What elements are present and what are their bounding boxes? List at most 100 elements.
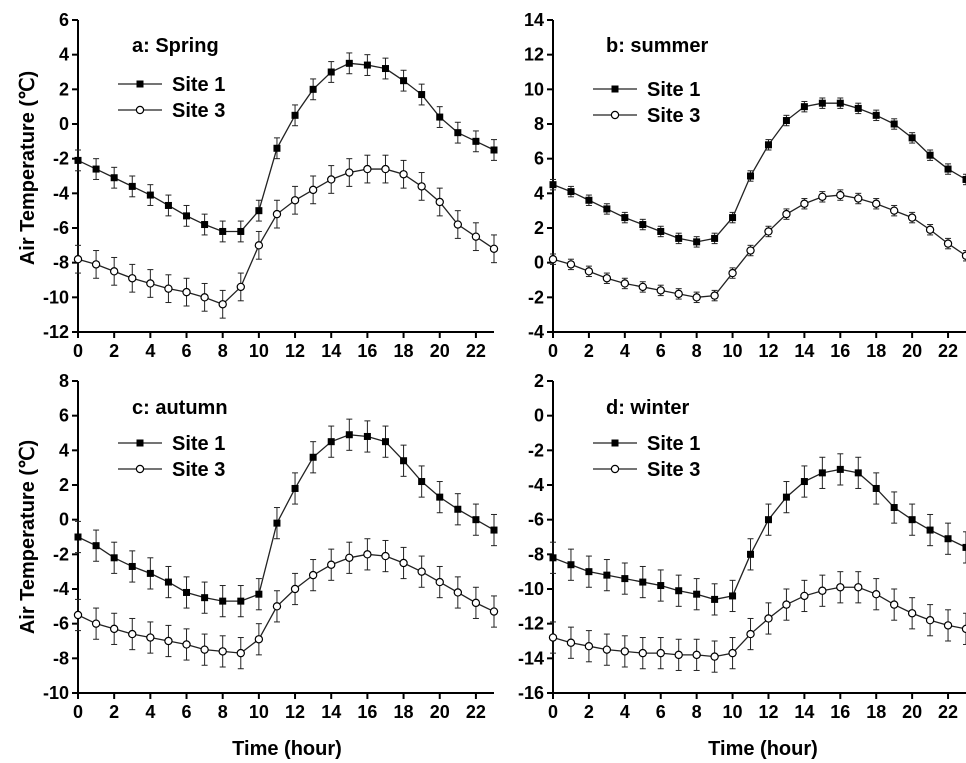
data-point [764, 516, 772, 524]
data-point [675, 234, 683, 242]
data-point [255, 590, 263, 598]
y-tick-label: 0 [59, 510, 69, 530]
y-axis-label-bottom: Air Temperature (℃) [17, 440, 39, 634]
data-point [764, 227, 773, 236]
data-point [290, 196, 300, 205]
data-point [272, 602, 282, 611]
data-point [381, 551, 390, 561]
data-point [854, 583, 863, 592]
series-site-1 [549, 97, 966, 248]
data-point [489, 607, 499, 616]
data-point [363, 61, 371, 69]
data-point [219, 597, 227, 605]
y-tick-label: -12 [43, 322, 69, 342]
data-point [400, 457, 408, 465]
data-point [818, 469, 826, 477]
data-point [272, 209, 282, 219]
data-point [603, 205, 611, 213]
data-point [693, 590, 701, 598]
data-point [620, 647, 630, 656]
data-point [908, 516, 916, 524]
series-site-3 [73, 154, 499, 319]
data-point [729, 592, 737, 600]
x-tick-label: 22 [938, 341, 958, 361]
data-point [146, 191, 154, 199]
data-point [872, 111, 880, 119]
data-point [603, 571, 611, 579]
series-site-3 [548, 189, 966, 304]
data-point [638, 282, 647, 292]
series-line [77, 62, 495, 233]
data-point [291, 111, 299, 119]
data-point [711, 234, 719, 242]
y-tick-label: 0 [59, 114, 69, 134]
x-tick-label: 4 [620, 702, 630, 722]
data-point [381, 164, 390, 174]
y-tick-label: 12 [524, 45, 544, 65]
data-point [692, 650, 701, 660]
data-point [291, 484, 299, 492]
data-point [908, 134, 916, 142]
data-point [728, 268, 737, 278]
data-point [566, 260, 576, 269]
data-point [471, 232, 481, 241]
data-point [566, 638, 576, 647]
data-point [962, 175, 966, 183]
data-point [836, 465, 844, 473]
data-point [110, 554, 118, 562]
data-point [237, 227, 245, 235]
data-point [309, 453, 317, 461]
x-tick-label: 12 [285, 702, 305, 722]
data-point [309, 85, 317, 93]
data-point [836, 99, 844, 107]
y-tick-label: -16 [518, 683, 544, 703]
chart-panel-2: -4 -2 0 2 4 6 8 10 12 14 0 2 4 6 8 10 12 14 16 18 20 22 b: sum… [524, 10, 966, 361]
y-tick-label: -2 [53, 149, 69, 169]
data-point [674, 650, 683, 660]
y-tick-label: 8 [534, 114, 544, 134]
y-tick-label: -6 [528, 510, 544, 530]
data-point [236, 282, 245, 292]
x-tick-label: 10 [249, 702, 269, 722]
data-point [621, 214, 629, 222]
data-point [728, 648, 737, 658]
series-site-1 [549, 453, 966, 616]
x-tick-label: 0 [548, 341, 558, 361]
data-point [490, 526, 498, 534]
data-point [254, 635, 264, 644]
x-tick-label: 8 [218, 341, 228, 361]
y-tick-label: -8 [53, 253, 69, 273]
x-tick-label: 6 [656, 702, 666, 722]
legend-marker [135, 105, 145, 115]
y-tick-label: 4 [59, 440, 69, 460]
data-point [584, 642, 594, 651]
data-point [399, 558, 408, 568]
data-point [889, 206, 899, 215]
data-point [585, 196, 593, 204]
data-point [417, 182, 426, 191]
data-point [800, 199, 809, 208]
data-point [472, 516, 480, 524]
x-tick-label: 18 [394, 341, 414, 361]
y-axis-label-top: Air Temperature (℃) [17, 71, 39, 265]
x-tick-label: 20 [430, 702, 450, 722]
x-tick-label: 12 [758, 341, 778, 361]
data-point [692, 293, 701, 302]
data-point [549, 181, 557, 189]
legend-marker [611, 439, 619, 447]
data-point [782, 117, 790, 125]
data-point [638, 648, 647, 658]
data-point [620, 279, 630, 288]
data-point [110, 174, 118, 182]
data-point [201, 594, 209, 602]
data-point [327, 438, 335, 446]
data-point [656, 286, 665, 295]
x-tick-label: 22 [466, 702, 486, 722]
data-point [764, 141, 772, 149]
x-tick-label: 2 [109, 341, 119, 361]
data-point [345, 431, 353, 439]
legend-marker [611, 85, 619, 93]
data-point [201, 221, 209, 229]
data-point [109, 624, 119, 634]
series-site-3 [73, 538, 499, 670]
